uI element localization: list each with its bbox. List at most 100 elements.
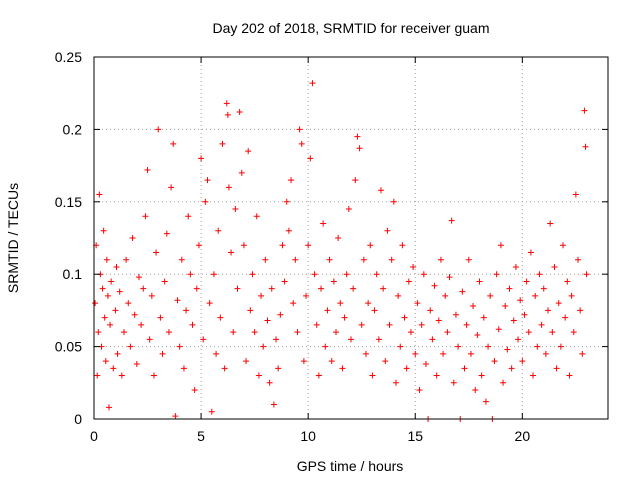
data-point [480, 314, 487, 321]
data-points [92, 80, 590, 422]
data-point [157, 314, 164, 321]
data-point [264, 317, 271, 324]
data-point [532, 292, 539, 299]
data-point [358, 321, 365, 328]
data-point [566, 372, 573, 379]
data-point [365, 300, 372, 307]
data-point [474, 332, 481, 339]
data-point [198, 155, 205, 162]
data-point [247, 307, 254, 314]
chart-title: Day 202 of 2018, SRMTID for receiver gua… [212, 20, 489, 36]
x-tick-label: 10 [300, 428, 316, 444]
data-point [113, 263, 120, 270]
data-point [262, 256, 269, 263]
data-point [96, 191, 103, 198]
data-point [159, 350, 166, 357]
data-point [161, 278, 168, 285]
data-point [163, 230, 170, 237]
data-point [562, 314, 569, 321]
data-point [268, 285, 275, 292]
y-tick-label: 0.2 [63, 121, 83, 137]
data-point [165, 329, 172, 336]
data-point [273, 336, 280, 343]
data-point [307, 155, 314, 162]
data-point [416, 387, 423, 394]
data-point [107, 321, 114, 328]
data-point [296, 126, 303, 133]
data-point [146, 336, 153, 343]
data-point [101, 314, 108, 321]
data-point [386, 321, 393, 328]
data-point [142, 213, 149, 220]
data-point [448, 217, 455, 224]
data-point [401, 314, 408, 321]
data-point [500, 379, 507, 386]
y-tick-label: 0 [74, 411, 82, 427]
data-point [545, 307, 552, 314]
data-point [444, 329, 451, 336]
y-tick-label: 0.1 [63, 266, 83, 282]
data-point [270, 401, 277, 408]
data-point [485, 343, 492, 350]
data-point [99, 285, 106, 292]
data-point [230, 329, 237, 336]
data-point [420, 271, 427, 278]
data-point [570, 329, 577, 336]
data-point [153, 249, 160, 256]
data-point [251, 329, 258, 336]
data-point [510, 317, 517, 324]
data-point [330, 278, 337, 285]
data-point [215, 227, 222, 234]
data-point [371, 307, 378, 314]
data-point [553, 365, 560, 372]
data-point [94, 372, 101, 379]
data-point [450, 379, 457, 386]
data-point [504, 346, 511, 353]
data-point [324, 307, 331, 314]
data-point [129, 235, 136, 241]
data-point [472, 387, 479, 394]
data-point [360, 256, 367, 263]
data-point [547, 220, 554, 227]
data-point [180, 365, 187, 372]
data-point [429, 336, 436, 343]
data-point [258, 292, 265, 299]
data-point [210, 271, 217, 278]
data-point [373, 271, 380, 278]
data-point [435, 317, 442, 324]
data-point [133, 360, 140, 367]
data-point [108, 278, 115, 285]
data-point [238, 169, 245, 176]
data-point [193, 285, 200, 292]
data-point [491, 358, 498, 365]
data-point [288, 177, 295, 184]
data-point [185, 213, 192, 220]
data-point [377, 187, 384, 194]
data-point [243, 358, 250, 365]
data-point [555, 300, 562, 307]
data-point [487, 292, 494, 299]
data-point [204, 177, 211, 184]
data-point [575, 256, 582, 263]
data-point [521, 311, 528, 318]
data-point [405, 278, 412, 285]
data-point [102, 358, 109, 365]
data-point [305, 242, 312, 249]
data-point [345, 206, 352, 213]
data-point [352, 177, 359, 184]
y-tick-label: 0.25 [55, 49, 82, 65]
data-point [92, 300, 99, 307]
data-point [382, 358, 389, 365]
data-point [255, 372, 262, 379]
data-point [311, 271, 318, 278]
data-point [208, 408, 215, 415]
data-point [362, 350, 369, 357]
data-point [538, 321, 545, 328]
data-point [335, 235, 342, 241]
data-point [281, 278, 288, 285]
data-point [221, 365, 228, 372]
y-tick-label: 0.15 [55, 194, 82, 210]
data-point [174, 297, 181, 304]
data-point [392, 379, 399, 386]
data-point [298, 140, 305, 147]
